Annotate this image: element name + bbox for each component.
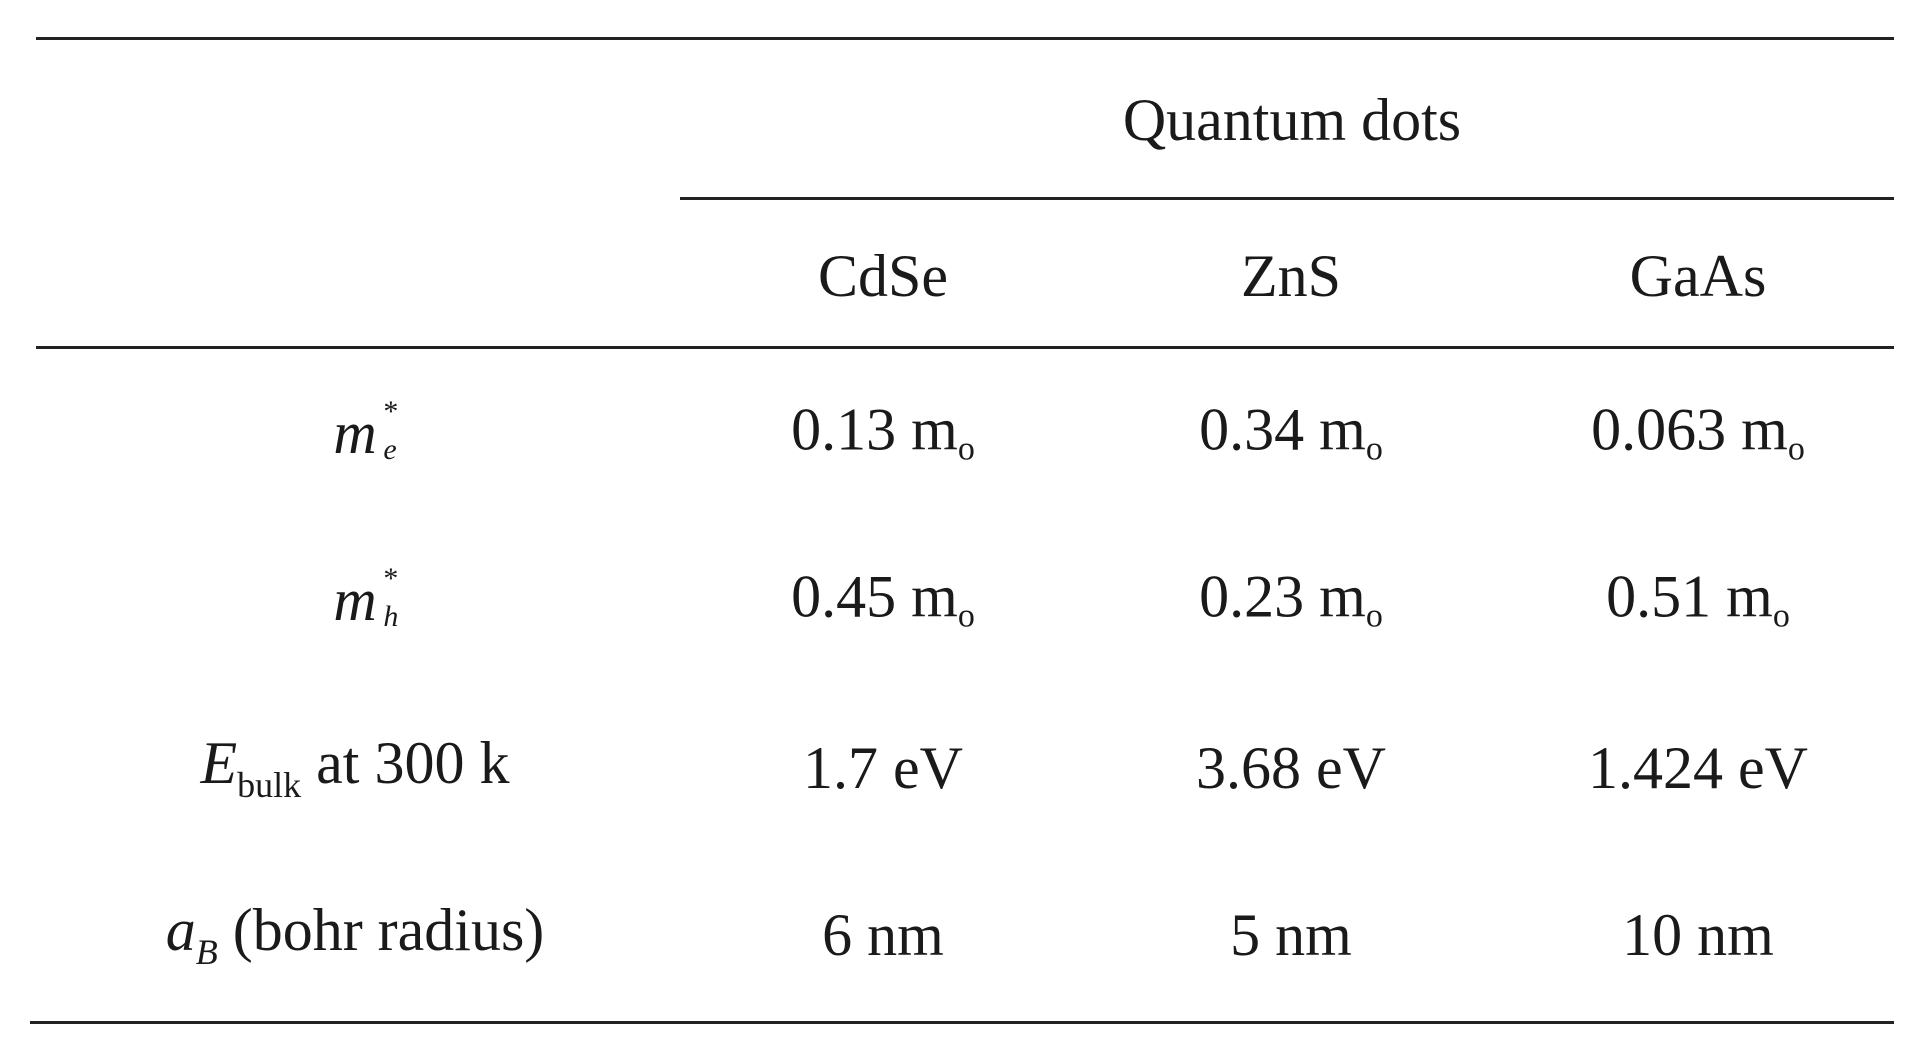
row-label-bohr-radius: aB (bohr radius): [165, 897, 545, 972]
cell-bohr-radius-cdse: 6 nm: [822, 902, 944, 968]
cell-bohr-radius-zns: 5 nm: [1230, 902, 1352, 968]
row-label-electron-mass: m * e: [333, 395, 399, 466]
top-rule: [36, 37, 1894, 40]
cell-bulk-energy-cdse: 1.7 eV: [803, 735, 963, 801]
cell-electron-mass-gaas: 0.063 mo: [1591, 396, 1805, 468]
header-bottom-rule: [36, 346, 1894, 349]
cell-electron-mass-zns: 0.34 mo: [1199, 396, 1383, 468]
cell-hole-mass-gaas: 0.51 mo: [1606, 563, 1790, 635]
cell-bulk-energy-gaas: 1.424 eV: [1588, 735, 1808, 801]
row-label-hole-mass: m * h: [333, 562, 399, 633]
column-header-zns: ZnS: [1240, 243, 1342, 309]
column-header-cdse: CdSe: [817, 243, 949, 309]
column-header-gaas: GaAs: [1629, 243, 1767, 309]
cell-bulk-energy-zns: 3.68 eV: [1196, 735, 1386, 801]
cell-bohr-radius-gaas: 10 nm: [1622, 902, 1774, 968]
symbol-m-h: m * h: [333, 562, 399, 633]
symbol-m-e: m * e: [333, 395, 399, 466]
cell-electron-mass-cdse: 0.13 mo: [791, 396, 975, 468]
cell-hole-mass-zns: 0.23 mo: [1199, 563, 1383, 635]
row-label-bulk-energy: Ebulk at 300 k: [200, 730, 510, 805]
cell-hole-mass-cdse: 0.45 mo: [791, 563, 975, 635]
group-header-rule: [680, 197, 1894, 200]
group-header: Quantum dots: [1122, 87, 1462, 153]
bottom-rule: [30, 1021, 1894, 1024]
